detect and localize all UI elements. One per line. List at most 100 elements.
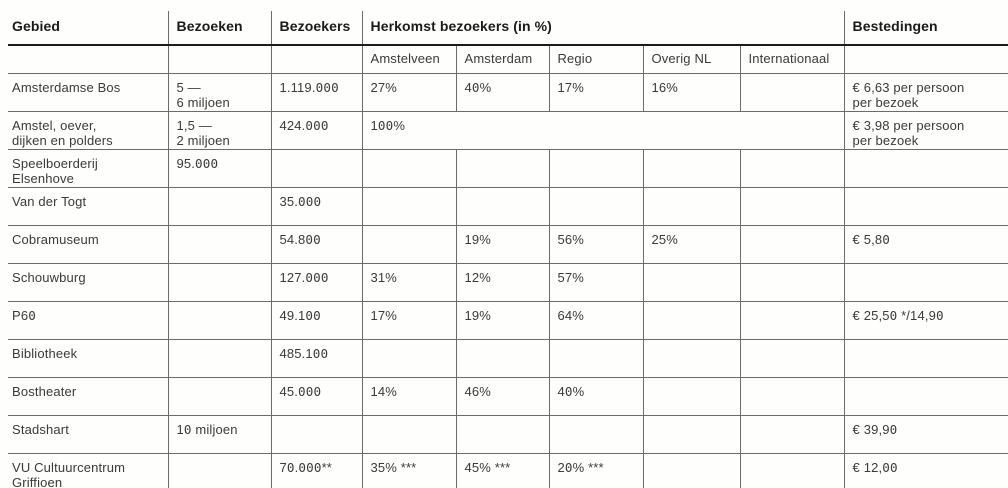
cell-bezoekers: 127.000 bbox=[271, 263, 363, 302]
cell-amstelveen bbox=[362, 415, 457, 454]
subheader-spacer-bestedingen bbox=[844, 45, 1008, 74]
cell-amstelveen: 100% bbox=[362, 111, 845, 150]
cell-bestedingen: € 39,90 bbox=[844, 415, 1008, 454]
col-header-overig-nl: Overig NL bbox=[643, 45, 741, 74]
cell-amsterdam: 19% bbox=[456, 225, 550, 264]
table-row: Van der Togt 35.000 bbox=[8, 187, 1008, 226]
cell-internationaal bbox=[740, 263, 845, 302]
table-row: Stadshart 10 miljoen € 39,90 bbox=[8, 415, 1008, 454]
cell-amstelveen: 31% bbox=[362, 263, 457, 302]
cell-bestedingen bbox=[844, 377, 1008, 416]
cell-bezoekers bbox=[271, 415, 363, 454]
cell-gebied: Schouwburg bbox=[8, 263, 169, 302]
cell-amsterdam bbox=[456, 415, 550, 454]
cell-gebied: Bibliotheek bbox=[8, 339, 169, 378]
table-row: Amstel, oever, dijken en polders 1,5 —2 mi… bbox=[8, 111, 1008, 150]
cell-bestedingen: € 25,50 */14,90 bbox=[844, 301, 1008, 340]
cell-overig-nl bbox=[643, 263, 741, 302]
subheader-spacer-gebied bbox=[8, 45, 169, 74]
cell-amstelveen: 14% bbox=[362, 377, 457, 416]
cell-regio: 57% bbox=[549, 263, 644, 302]
col-header-amstelveen: Amstelveen bbox=[362, 45, 457, 74]
table-row: Schouwburg 127.000 31% 12% 57% bbox=[8, 263, 1008, 302]
cell-bestedingen: € 5,80 bbox=[844, 225, 1008, 264]
col-header-bestedingen: Bestedingen bbox=[844, 11, 1008, 46]
cell-bezoekers: 49.100 bbox=[271, 301, 363, 340]
cell-bezoeken bbox=[168, 187, 272, 226]
cell-internationaal bbox=[740, 225, 845, 264]
cell-overig-nl bbox=[643, 415, 741, 454]
cell-gebied: Speelboerderij Elsenhove bbox=[8, 149, 169, 188]
table-row: Speelboerderij Elsenhove 95.000 bbox=[8, 149, 1008, 188]
cell-internationaal bbox=[740, 453, 845, 488]
cell-gebied: Cobramuseum bbox=[8, 225, 169, 264]
cell-bestedingen: € 12,00 bbox=[852, 459, 898, 475]
cell-amstelveen: 35% *** bbox=[362, 453, 457, 488]
col-header-amsterdam: Amsterdam bbox=[456, 45, 550, 74]
cell-internationaal bbox=[740, 301, 845, 340]
cell-gebied: Bostheater bbox=[8, 377, 169, 416]
cell-internationaal bbox=[740, 377, 845, 416]
cell-bezoeken: 10 miljoen bbox=[168, 415, 272, 454]
cell-regio bbox=[549, 187, 644, 226]
cell-gebied: Stadshart bbox=[8, 415, 169, 454]
table-row: Bostheater 45.000 14% 46% 40% bbox=[8, 377, 1008, 416]
cell-bezoeken bbox=[168, 377, 272, 416]
cell-internationaal bbox=[740, 415, 845, 454]
cell-bezoeken: 1,5 —2 miljoen bbox=[168, 111, 272, 150]
cell-bestedingen bbox=[844, 339, 1008, 378]
table-row: VU Cultuurcentrum Griffioen 70.000** 35% **… bbox=[8, 453, 1008, 488]
cell-amstelveen bbox=[362, 339, 457, 378]
cell-bezoekers: 424.000 bbox=[271, 111, 363, 150]
cell-bezoeken bbox=[168, 453, 272, 488]
cell-overig-nl bbox=[643, 149, 741, 188]
cell-bezoekers: 35.000 bbox=[271, 187, 363, 226]
cell-bestedingen bbox=[844, 187, 1008, 226]
cell-regio: 56% bbox=[549, 225, 644, 264]
cell-overig-nl bbox=[643, 339, 741, 378]
col-header-gebied: Gebied bbox=[8, 11, 169, 46]
cell-amsterdam bbox=[456, 187, 550, 226]
cell-bezoeken: 5 —6 miljoen bbox=[168, 73, 272, 112]
cell-bezoeken bbox=[168, 301, 272, 340]
cell-amsterdam: 19% bbox=[456, 301, 550, 340]
cell-regio bbox=[549, 339, 644, 378]
cell-regio: 20% *** bbox=[549, 453, 644, 488]
table-row: P60 49.100 17% 19% 64% € 25,50 */14,90 bbox=[8, 301, 1008, 340]
cell-internationaal bbox=[740, 149, 845, 188]
cell-regio: 40% bbox=[549, 377, 644, 416]
cell-bezoeken bbox=[168, 339, 272, 378]
cell-bezoekers: 70.000** bbox=[271, 453, 363, 488]
cell-bestedingen: € 3,98 per persoon per bezoek bbox=[844, 111, 1008, 150]
cell-gebied: Amstel, oever, dijken en polders bbox=[8, 111, 169, 150]
subheader-spacer-bezoeken bbox=[168, 45, 272, 74]
cell-overig-nl bbox=[643, 301, 741, 340]
cell-amstelveen: 17% bbox=[362, 301, 457, 340]
subheader-spacer-bezoekers bbox=[271, 45, 363, 74]
cell-amsterdam: 40% bbox=[456, 73, 550, 112]
cell-amsterdam: 45% *** bbox=[456, 453, 550, 488]
cell-internationaal bbox=[740, 339, 845, 378]
col-header-herkomst-group: Herkomst bezoekers (in %) bbox=[362, 11, 845, 46]
table-row: Cobramuseum 54.800 19% 56% 25% € 5,80 bbox=[8, 225, 1008, 264]
cell-gebied: Van der Togt bbox=[8, 187, 169, 226]
col-header-bezoekers: Bezoekers bbox=[271, 11, 363, 46]
cell-amsterdam bbox=[456, 149, 550, 188]
cell-overig-nl bbox=[643, 453, 741, 488]
table-row: Amsterdamse Bos 5 —6 miljoen 1.119.000 27% 4… bbox=[8, 73, 1008, 112]
cell-gebied: VU Cultuurcentrum Griffioen bbox=[8, 453, 169, 488]
col-header-bezoeken: Bezoeken bbox=[168, 11, 272, 46]
cell-amstelveen bbox=[362, 225, 457, 264]
cell-overig-nl bbox=[643, 377, 741, 416]
cell-overig-nl bbox=[643, 187, 741, 226]
cell-overig-nl: 25% bbox=[643, 225, 741, 264]
col-header-internationaal: Internationaal bbox=[740, 45, 845, 74]
table-row: Bibliotheek 485.100 bbox=[8, 339, 1008, 378]
cell-internationaal bbox=[740, 73, 845, 112]
cell-bezoeken bbox=[168, 263, 272, 302]
cell-regio bbox=[549, 415, 644, 454]
cell-gebied: Amsterdamse Bos bbox=[8, 73, 169, 112]
cell-overig-nl: 16% bbox=[643, 73, 741, 112]
cell-amsterdam bbox=[456, 339, 550, 378]
cell-bezoekers: 54.800 bbox=[271, 225, 363, 264]
